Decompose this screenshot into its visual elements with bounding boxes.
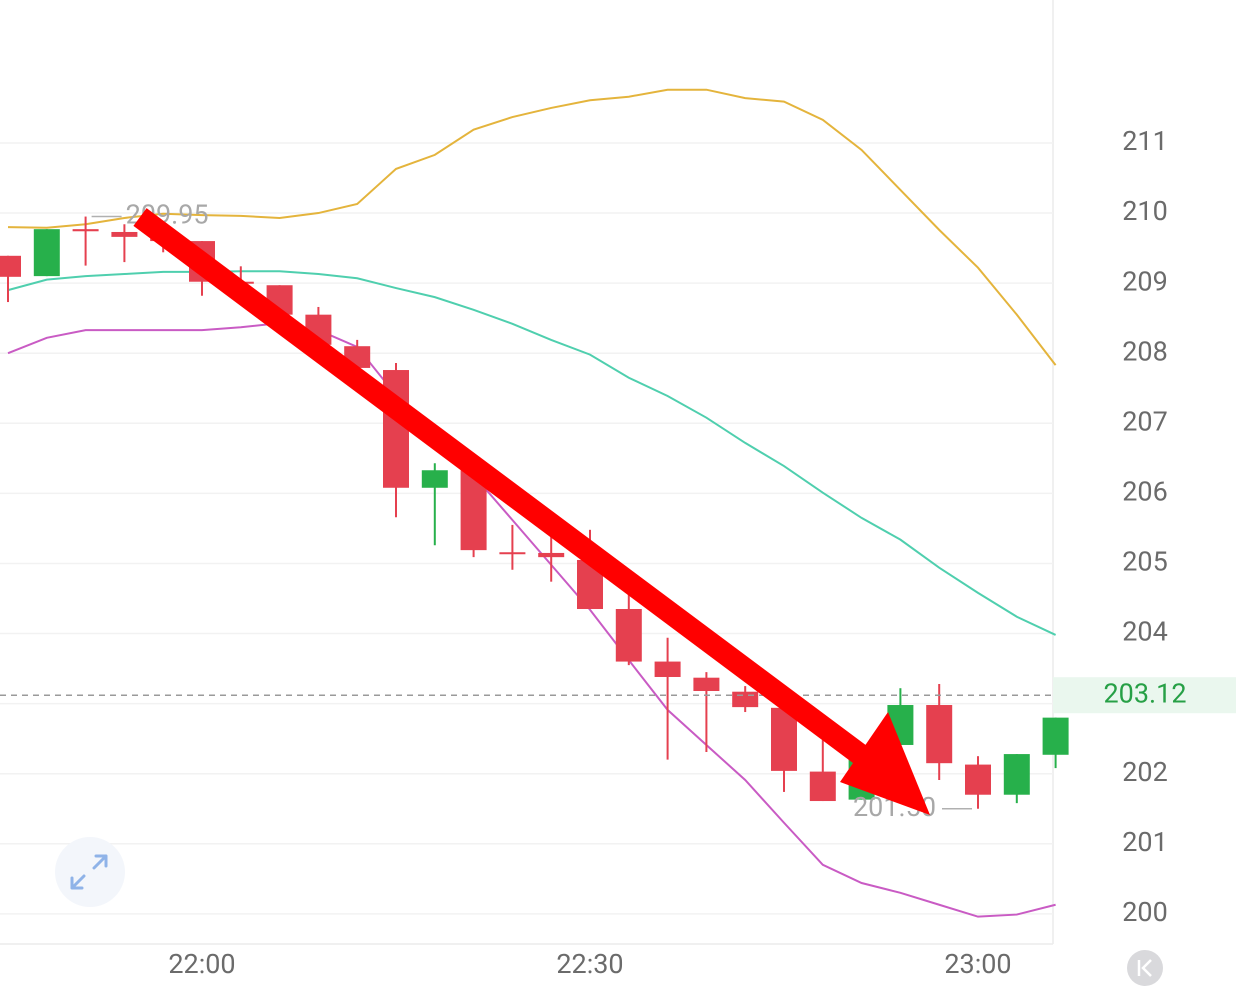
- y-tick-label: 207: [1122, 405, 1168, 437]
- arrow-shaft: [133, 208, 877, 771]
- band-line: [7, 322, 1056, 918]
- expand-icon[interactable]: [70, 854, 108, 890]
- candle-body: [0, 255, 21, 277]
- expand-button[interactable]: [55, 837, 125, 907]
- last-price-tag: [1053, 677, 1236, 714]
- grid: [0, 142, 1053, 915]
- x-tick-label: 22:00: [168, 948, 235, 980]
- y-tick-label: 208: [1122, 335, 1168, 367]
- candle-body: [72, 229, 99, 232]
- x-tick-label: 22:30: [556, 948, 623, 980]
- y-tick-label: 209: [1122, 265, 1168, 297]
- candle-body: [499, 552, 526, 555]
- candle-body: [615, 609, 642, 662]
- expand-bg[interactable]: [55, 837, 125, 907]
- y-tick-label: 211: [1122, 125, 1168, 157]
- y-tick-label: 201: [1122, 826, 1168, 858]
- candle-body: [421, 470, 448, 488]
- candle-body: [654, 661, 681, 677]
- labels: 20020120220320420520620720820921021122:0…: [0, 125, 1236, 980]
- candle-body: [1003, 754, 1030, 795]
- last-price-label: 203.12: [1104, 677, 1187, 709]
- x-tick-label: 23:00: [944, 948, 1011, 980]
- band-line: [7, 270, 1057, 636]
- candle-body: [965, 764, 991, 795]
- candle-body: [771, 707, 797, 771]
- y-tick-label: 204: [1122, 616, 1168, 648]
- candle-body: [1042, 717, 1069, 755]
- y-tick-label: 200: [1122, 896, 1168, 928]
- scroll-latest-bg[interactable]: [1127, 950, 1163, 986]
- y-tick-label: 205: [1122, 546, 1168, 578]
- y-tick-label: 202: [1122, 756, 1168, 788]
- scroll-latest-button[interactable]: [1127, 950, 1163, 986]
- band-line: [7, 88, 1057, 366]
- candle-body: [732, 691, 759, 708]
- bands: [7, 88, 1057, 918]
- candle-body: [111, 231, 138, 237]
- y-tick-label: 210: [1122, 195, 1168, 227]
- candle-body: [538, 552, 565, 558]
- candle-body: [809, 771, 836, 802]
- candle-body: [693, 677, 720, 692]
- scroll-latest-icon[interactable]: [1137, 959, 1152, 977]
- y-tick-label: 206: [1122, 475, 1168, 507]
- candle-body: [926, 705, 953, 764]
- candle-body: [33, 229, 60, 277]
- trend-arrow: [133, 208, 930, 815]
- arrow-head: [840, 712, 930, 815]
